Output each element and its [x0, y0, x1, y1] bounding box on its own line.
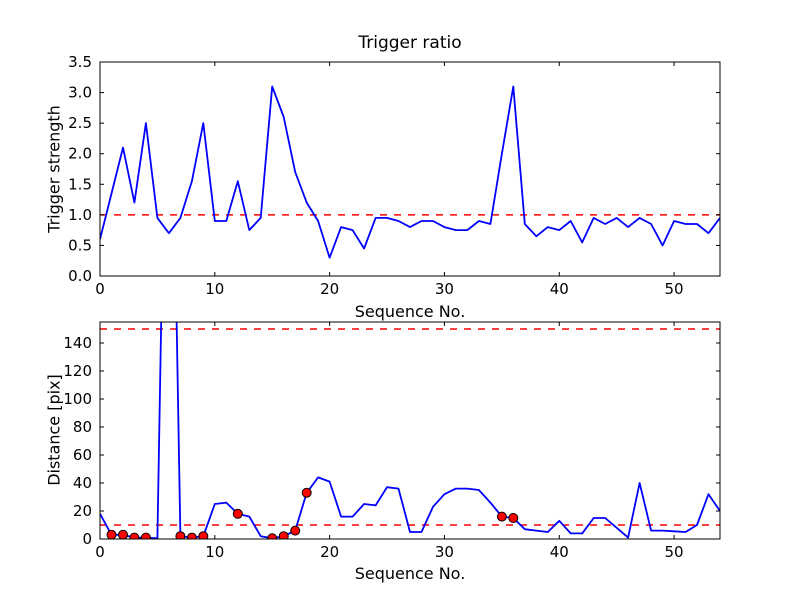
y-tick-label: 100	[63, 390, 92, 408]
y-axis-label-bottom-plot: Distance [pix]	[44, 374, 64, 486]
y-tick-label: 20	[73, 502, 92, 520]
event-marker	[267, 533, 278, 539]
y-tick-label: 120	[63, 362, 92, 380]
x-tick-label: 20	[320, 543, 339, 561]
event-marker	[290, 525, 301, 536]
event-marker	[508, 513, 519, 523]
series-line-trigger-strength	[100, 85, 720, 259]
x-tick-label: 0	[95, 280, 105, 298]
y-tick-label: 0	[82, 530, 92, 548]
x-axis-label-bottom-plot: Sequence No.	[354, 564, 466, 583]
event-marker	[140, 532, 151, 539]
y-tick-label: 3.5	[68, 53, 92, 71]
event-marker	[232, 508, 243, 519]
event-marker	[186, 532, 197, 539]
x-tick-label: 20	[320, 280, 339, 298]
axes-1: 0 10 20 30 40 50 0.0 0.5 1.0 1.5 2.0 2.5 3.0 3.5	[68, 53, 721, 298]
y-tick-label: 140	[63, 334, 92, 352]
event-marker	[496, 511, 507, 522]
y-axis-label-top-plot: Trigger strength	[44, 105, 64, 233]
event-marker	[175, 531, 186, 539]
x-tick-label: 40	[550, 543, 569, 561]
axes-2: 0 10 20 30 40 50 0 20 40 60 80 100 120 140	[63, 321, 721, 561]
y-tick-label: 1.5	[68, 175, 92, 193]
y-tick-label: 2.5	[68, 114, 92, 132]
event-marker	[301, 487, 312, 498]
event-marker	[129, 532, 140, 539]
x-tick-label: 10	[205, 543, 224, 561]
y-tick-label: 2.0	[68, 145, 92, 163]
axes-spines	[99, 61, 721, 277]
y-tick-label: 1.0	[68, 206, 92, 224]
series-line-distance	[100, 322, 720, 539]
x-tick-label: 40	[550, 280, 569, 298]
event-marker	[106, 529, 117, 539]
event-marker	[278, 531, 289, 539]
x-tick-label: 30	[435, 543, 454, 561]
plot-title: Trigger ratio	[358, 33, 462, 53]
x-tick-label: 0	[95, 543, 105, 561]
event-marker	[118, 529, 128, 539]
x-tick-label: 10	[205, 280, 224, 298]
y-tick-label: 80	[73, 418, 92, 436]
y-tick-label: 0.5	[68, 236, 92, 254]
axes-spines	[99, 321, 721, 540]
y-tick-label: 60	[73, 446, 92, 464]
markers-trigger-points	[106, 487, 519, 539]
y-tick-label: 0.0	[68, 267, 92, 285]
y-tick-label: 40	[73, 474, 92, 492]
x-tick-label: 50	[665, 543, 684, 561]
x-tick-label: 30	[435, 280, 454, 298]
event-marker	[198, 531, 209, 539]
x-axis-label-top-plot: Sequence No.	[354, 302, 466, 321]
x-tick-label: 50	[665, 280, 684, 298]
y-tick-label: 3.0	[68, 84, 92, 102]
